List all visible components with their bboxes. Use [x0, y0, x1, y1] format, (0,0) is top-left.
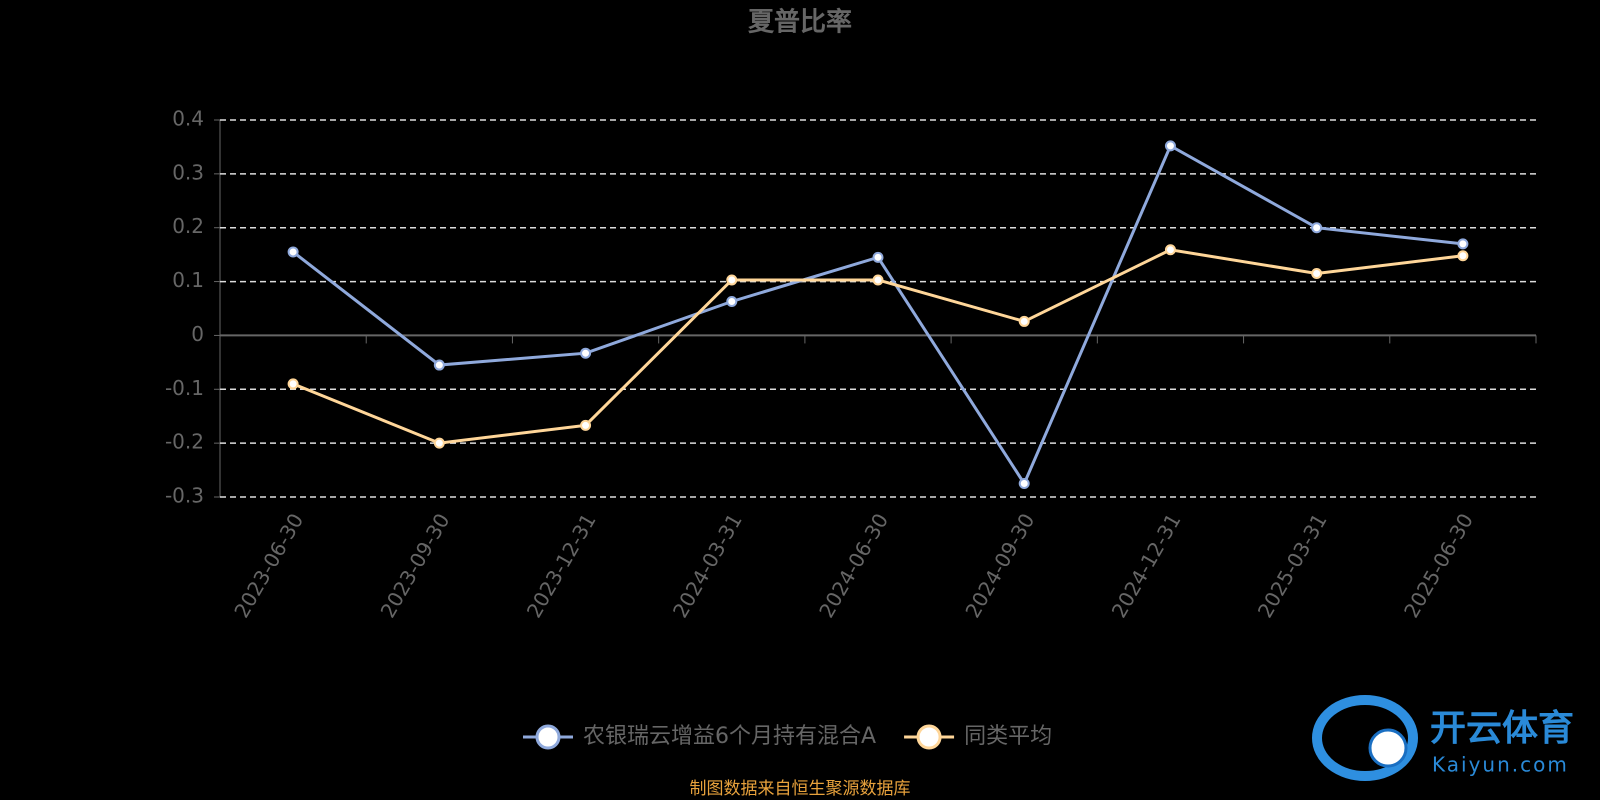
data-point [1311, 267, 1323, 279]
y-tick-label: 0.3 [172, 160, 204, 184]
chart-title: 夏普比率 [748, 7, 852, 38]
watermark-site: Kaiyun.com [1432, 753, 1569, 777]
y-tick-label: -0.1 [165, 376, 204, 400]
series-line [292, 143, 1464, 487]
x-tick-label: 2023-09-30 [376, 509, 455, 622]
watermark-name: 开云体育 [1430, 708, 1574, 749]
data-point [1311, 222, 1323, 234]
data-point [580, 419, 592, 431]
legend: 农银瑞云增益6个月持有混合A 同类平均 [523, 724, 1052, 750]
legend-marker [535, 724, 561, 750]
y-tick-label: -0.3 [165, 484, 204, 508]
data-point [1457, 238, 1469, 250]
x-tick-label: 2023-12-31 [522, 509, 601, 622]
source-note: 制图数据来自恒生聚源数据库 [690, 779, 911, 799]
data-point [1018, 478, 1030, 490]
data-point [1457, 250, 1469, 262]
x-tick-label: 2024-12-31 [1107, 509, 1186, 622]
data-point [433, 359, 445, 371]
legend-marker [916, 724, 942, 750]
logo-ball [1368, 728, 1408, 768]
data-point [1018, 315, 1030, 327]
x-tick-label: 2025-06-30 [1399, 509, 1478, 622]
y-tick-label: 0.1 [172, 268, 204, 292]
data-point [1164, 140, 1176, 152]
data-point [872, 251, 884, 263]
x-tick-label: 2024-06-30 [814, 509, 893, 622]
data-point [1164, 244, 1176, 256]
logo-ring [1312, 695, 1418, 781]
y-tick-label: -0.2 [165, 430, 204, 454]
y-tick-label: 0.4 [172, 107, 204, 131]
data-point [872, 274, 884, 286]
watermark: 开云体育 Kaiyun.com [1312, 695, 1574, 781]
data-point [726, 295, 738, 307]
y-tick-label: 0 [191, 322, 204, 346]
y-tick-label: 0.2 [172, 214, 204, 238]
x-tick-label: 2024-03-31 [668, 509, 747, 622]
x-tick-label: 2024-09-30 [960, 509, 1039, 622]
data-point [287, 378, 299, 390]
legend-label: 农银瑞云增益6个月持有混合A [583, 724, 876, 749]
legend-label: 同类平均 [964, 724, 1052, 749]
data-point [580, 347, 592, 359]
data-point [433, 437, 445, 449]
x-tick-label: 2025-03-31 [1253, 509, 1332, 622]
data-point [726, 274, 738, 286]
data-point [287, 246, 299, 258]
x-tick-label: 2023-06-30 [229, 509, 308, 622]
